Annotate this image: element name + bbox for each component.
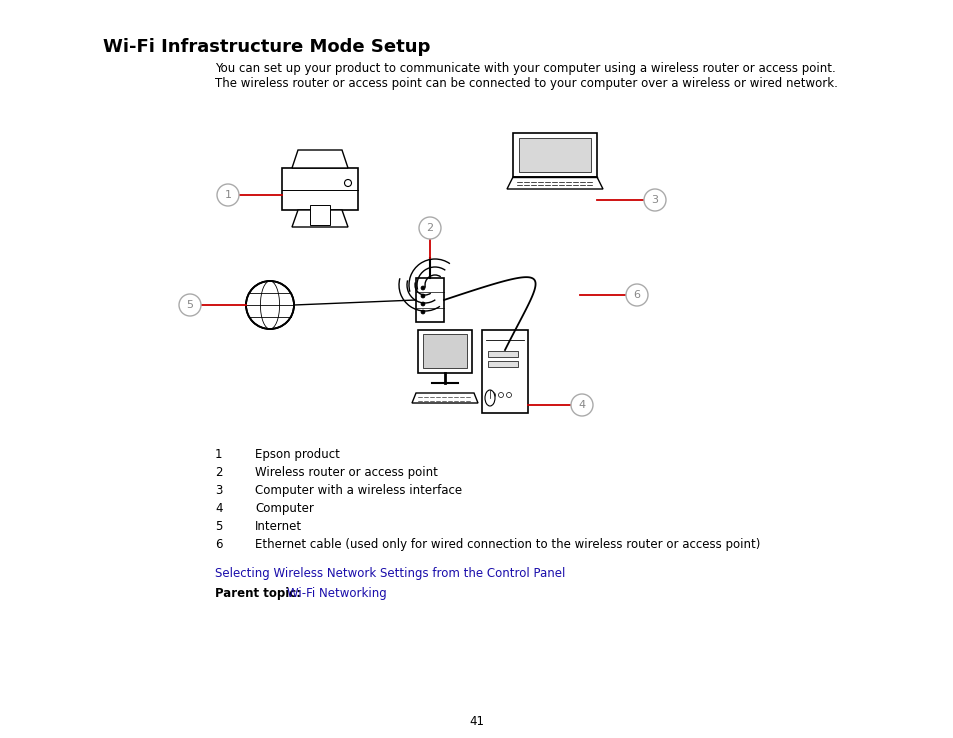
Text: Computer: Computer — [254, 502, 314, 515]
Text: Wi-Fi Infrastructure Mode Setup: Wi-Fi Infrastructure Mode Setup — [103, 38, 430, 56]
Circle shape — [420, 302, 424, 306]
Ellipse shape — [484, 390, 495, 406]
Text: Wireless router or access point: Wireless router or access point — [254, 466, 437, 479]
Text: 41: 41 — [469, 715, 484, 728]
Polygon shape — [417, 330, 472, 373]
Circle shape — [498, 393, 503, 398]
FancyBboxPatch shape — [310, 205, 330, 225]
Text: Internet: Internet — [254, 520, 302, 533]
FancyBboxPatch shape — [282, 168, 357, 210]
Text: Epson product: Epson product — [254, 448, 339, 461]
Text: Parent topic:: Parent topic: — [214, 587, 301, 600]
Circle shape — [246, 281, 294, 329]
Polygon shape — [506, 177, 602, 189]
Circle shape — [344, 179, 351, 187]
Text: 4: 4 — [214, 502, 222, 515]
FancyBboxPatch shape — [488, 361, 517, 367]
Circle shape — [420, 286, 424, 290]
Circle shape — [420, 310, 424, 314]
FancyBboxPatch shape — [488, 351, 517, 357]
Polygon shape — [292, 150, 348, 168]
Text: Ethernet cable (used only for wired connection to the wireless router or access : Ethernet cable (used only for wired conn… — [254, 538, 760, 551]
Text: 5: 5 — [186, 300, 193, 310]
Text: 2: 2 — [214, 466, 222, 479]
Text: 1: 1 — [224, 190, 232, 200]
Circle shape — [420, 294, 424, 298]
Circle shape — [625, 284, 647, 306]
Polygon shape — [412, 393, 477, 403]
Text: 1: 1 — [214, 448, 222, 461]
Text: 2: 2 — [426, 223, 433, 233]
Text: 6: 6 — [633, 290, 639, 300]
Text: You can set up your product to communicate with your computer using a wireless r: You can set up your product to communica… — [214, 62, 835, 75]
Text: 3: 3 — [214, 484, 222, 497]
Text: The wireless router or access point can be connected to your computer over a wir: The wireless router or access point can … — [214, 77, 837, 90]
Polygon shape — [422, 334, 467, 368]
Text: 4: 4 — [578, 400, 585, 410]
Circle shape — [643, 189, 665, 211]
Circle shape — [490, 393, 495, 398]
Text: 6: 6 — [214, 538, 222, 551]
Text: Computer with a wireless interface: Computer with a wireless interface — [254, 484, 461, 497]
Circle shape — [216, 184, 239, 206]
Text: 5: 5 — [214, 520, 222, 533]
Polygon shape — [292, 210, 348, 227]
Polygon shape — [481, 330, 527, 413]
Circle shape — [506, 393, 511, 398]
Text: Wi-Fi Networking: Wi-Fi Networking — [287, 587, 386, 600]
FancyBboxPatch shape — [416, 278, 443, 322]
Polygon shape — [518, 138, 590, 172]
Text: 3: 3 — [651, 195, 658, 205]
Circle shape — [179, 294, 201, 316]
Text: Selecting Wireless Network Settings from the Control Panel: Selecting Wireless Network Settings from… — [214, 567, 565, 580]
Circle shape — [571, 394, 593, 416]
Polygon shape — [513, 133, 597, 177]
Circle shape — [418, 217, 440, 239]
